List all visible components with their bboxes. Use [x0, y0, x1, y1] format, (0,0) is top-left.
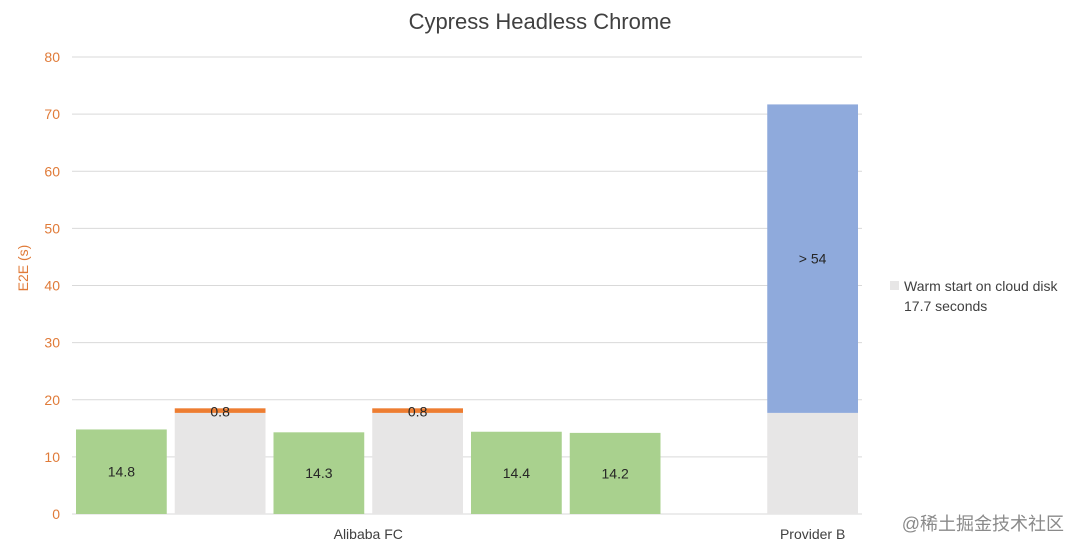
bar-segment	[767, 412, 858, 514]
y-tick-label: 30	[44, 335, 60, 351]
x-category-label: Provider B	[780, 526, 845, 542]
data-label: 0.8	[408, 403, 428, 419]
bar-segment	[174, 408, 266, 413]
bar-segment	[767, 104, 858, 413]
x-category-label: Alibaba FC	[334, 526, 403, 542]
y-axis-title: E2E (s)	[15, 245, 31, 292]
data-label: 14.3	[305, 465, 332, 481]
y-tick-label: 80	[44, 49, 60, 65]
bar-segment	[569, 432, 661, 514]
bar-segment	[471, 431, 562, 514]
y-tick-label: 10	[44, 449, 60, 465]
x-axis-categories: Alibaba FC Provider B	[334, 526, 846, 542]
legend: Warm start on cloud disk 17.7 seconds	[890, 278, 1059, 314]
bar-segment	[76, 429, 167, 514]
y-tick-label: 50	[44, 220, 60, 236]
data-label: > 54	[799, 251, 827, 267]
y-tick-label: 0	[52, 506, 60, 522]
y-tick-label: 60	[44, 163, 60, 179]
watermark: @稀土掘金技术社区	[902, 514, 1064, 534]
data-label: 14.2	[602, 465, 629, 481]
legend-sublabel: 17.7 seconds	[904, 298, 987, 314]
legend-swatch	[890, 281, 899, 290]
bar-segment	[273, 432, 365, 514]
bar-segment	[174, 412, 266, 514]
legend-label: Warm start on cloud disk	[904, 278, 1059, 294]
y-tick-label: 70	[44, 106, 60, 122]
y-tick-label: 20	[44, 392, 60, 408]
chart-title: Cypress Headless Chrome	[409, 9, 672, 34]
data-label: 14.4	[503, 465, 530, 481]
bars	[76, 104, 858, 514]
data-label: 14.8	[108, 464, 135, 480]
bar-segment	[372, 408, 463, 413]
y-tick-label: 40	[44, 278, 60, 294]
data-label: 0.8	[210, 403, 230, 419]
bar-segment	[372, 412, 463, 514]
data-labels: 14.8 0.8 14.3 0.8 14.4 14.2 > 54	[108, 251, 827, 482]
y-axis-ticks: 0 10 20 30 40 50 60 70 80	[44, 49, 60, 522]
